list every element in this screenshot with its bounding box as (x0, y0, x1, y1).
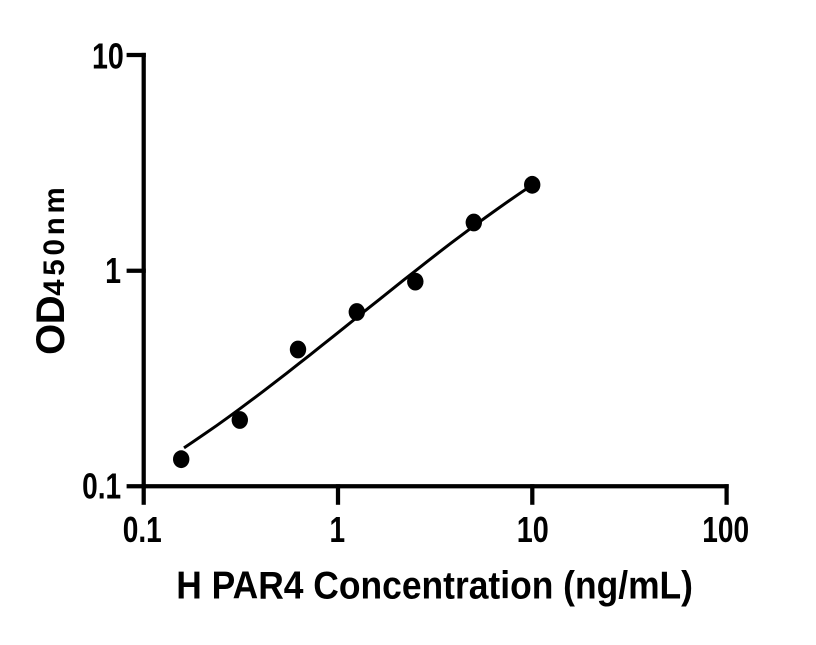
svg-text:0.1: 0.1 (82, 466, 121, 506)
svg-text:10: 10 (92, 36, 124, 76)
svg-text:100: 100 (702, 509, 749, 549)
svg-text:H PAR4 Concentration (ng/mL): H PAR4 Concentration (ng/mL) (176, 564, 693, 607)
svg-text:450nm: 450nm (38, 183, 71, 295)
svg-text:1: 1 (105, 251, 121, 291)
svg-text:0.1: 0.1 (123, 509, 162, 549)
svg-text:10: 10 (517, 509, 549, 550)
svg-text:1: 1 (329, 509, 345, 549)
svg-text:OD: OD (29, 296, 73, 355)
